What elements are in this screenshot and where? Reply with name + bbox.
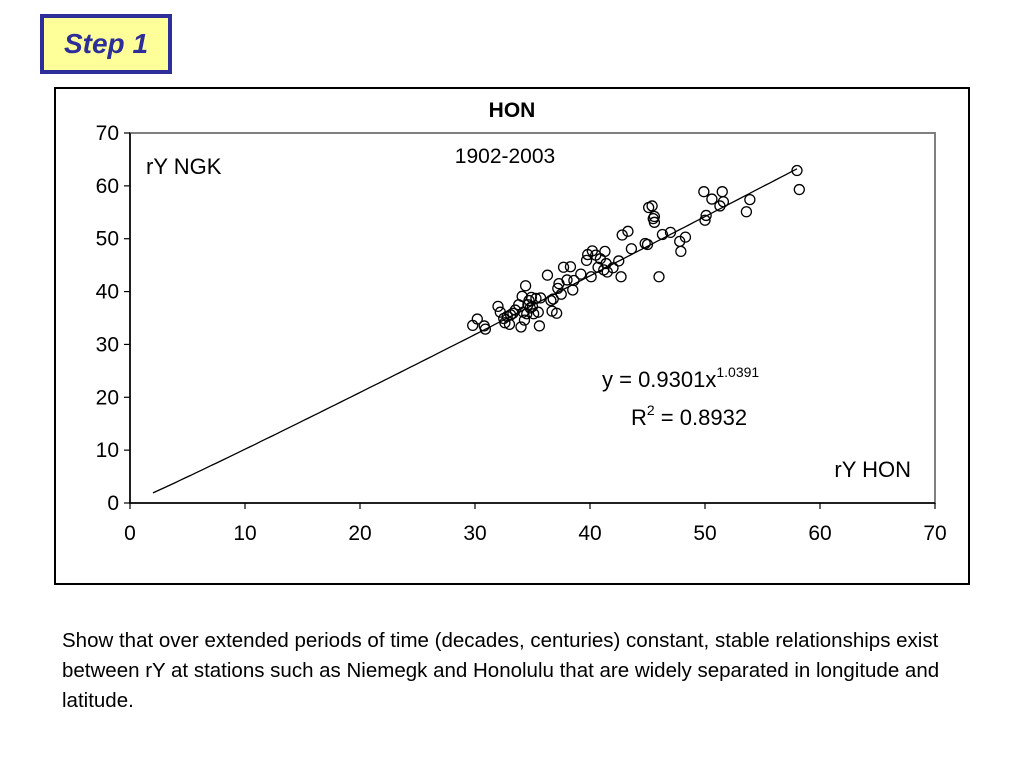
data-point xyxy=(545,294,557,307)
regression-equation: y = 0.9301x1.0391 xyxy=(602,364,759,392)
scatter-chart: 0 10 20 30 40 50 60 70 0 10 20 30 40 50 60 70 HON 1902-… xyxy=(96,99,947,545)
x-tick-label: 20 xyxy=(348,522,371,545)
data-point xyxy=(555,288,567,300)
data-point xyxy=(706,193,718,205)
data-point xyxy=(716,186,728,198)
chart-frame: 0 10 20 30 40 50 60 70 0 10 20 30 40 50 60 70 HON 1902-… xyxy=(54,87,970,585)
data-point xyxy=(527,308,540,320)
chart-title: HON xyxy=(489,99,536,122)
data-point xyxy=(585,271,597,283)
data-point xyxy=(519,280,532,292)
data-point xyxy=(641,238,654,251)
data-point xyxy=(525,291,538,304)
y-tick-label: 70 xyxy=(96,122,119,145)
data-point xyxy=(580,254,593,267)
data-point xyxy=(568,274,580,287)
data-point xyxy=(613,255,625,267)
data-point xyxy=(523,294,535,307)
data-point xyxy=(698,186,710,198)
data-point xyxy=(646,200,658,212)
x-tick-label: 50 xyxy=(693,522,716,545)
data-point xyxy=(479,323,492,335)
step-title-box: Step 1 xyxy=(40,14,172,74)
data-point xyxy=(625,243,638,255)
data-point xyxy=(793,183,805,196)
data-point xyxy=(534,292,547,304)
data-point xyxy=(552,282,564,295)
data-point xyxy=(567,284,579,296)
y-tick-label: 40 xyxy=(96,281,119,304)
data-point xyxy=(533,320,546,332)
data-point xyxy=(521,308,533,320)
data-point xyxy=(530,292,542,305)
caption-text: Show that over extended periods of time … xyxy=(62,629,940,712)
data-point xyxy=(648,216,661,228)
y-tick-label: 30 xyxy=(96,333,119,356)
data-point xyxy=(679,231,692,243)
x-tick-label: 0 xyxy=(124,522,136,545)
data-point xyxy=(740,206,753,218)
x-tick-label: 70 xyxy=(923,522,946,545)
y-tick-label: 20 xyxy=(96,386,119,409)
y-tick-label: 0 xyxy=(107,492,119,515)
x-tick-label: 40 xyxy=(578,522,601,545)
data-point xyxy=(532,306,544,318)
data-point xyxy=(675,245,687,258)
data-point xyxy=(547,293,559,305)
fit-curve xyxy=(152,168,798,494)
y-tick-label: 10 xyxy=(96,439,119,462)
data-point xyxy=(601,266,613,278)
data-point xyxy=(744,193,756,206)
x-tick-label: 30 xyxy=(463,522,486,545)
data-point xyxy=(615,271,627,283)
data-point xyxy=(607,262,619,274)
data-point xyxy=(550,307,563,319)
data-point xyxy=(575,268,587,280)
data-point xyxy=(648,210,661,223)
data-point xyxy=(699,214,711,226)
data-point xyxy=(518,314,531,326)
data-point xyxy=(522,299,534,311)
y-tick-label: 50 xyxy=(96,228,119,251)
data-point xyxy=(622,225,634,237)
y-tick-label: 60 xyxy=(96,175,119,198)
x-tick-label: 60 xyxy=(808,522,831,545)
y-axis-label: rY NGK xyxy=(146,154,222,179)
x-tick-label: 10 xyxy=(233,522,256,545)
data-point xyxy=(499,317,511,329)
r-squared: R2 = 0.8932 xyxy=(631,402,747,430)
data-point xyxy=(656,228,669,241)
chart-subtitle: 1902-2003 xyxy=(455,145,555,168)
data-point xyxy=(700,209,712,222)
data-point xyxy=(471,313,483,325)
data-point xyxy=(653,271,665,283)
data-point xyxy=(791,164,803,177)
data-point xyxy=(561,274,573,286)
data-point xyxy=(616,229,628,241)
data-point xyxy=(717,196,730,208)
step-title: Step 1 xyxy=(63,28,149,59)
data-point xyxy=(492,300,504,313)
data-point xyxy=(541,269,554,281)
data-point xyxy=(564,261,577,273)
data-point xyxy=(515,321,527,333)
data-point xyxy=(557,261,570,273)
data-point xyxy=(664,226,677,239)
data-point xyxy=(599,245,611,258)
x-axis-label: rY HON xyxy=(834,457,911,482)
